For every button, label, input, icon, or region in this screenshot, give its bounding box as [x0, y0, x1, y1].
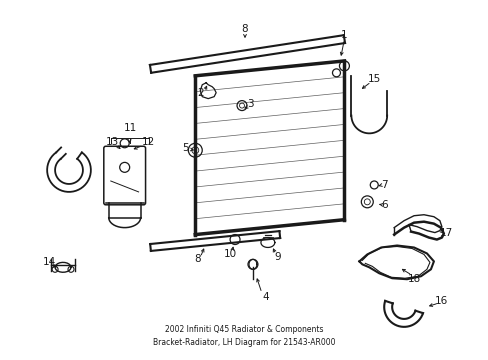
Text: 14: 14	[42, 257, 56, 267]
Text: 13: 13	[106, 137, 119, 147]
Text: 1: 1	[341, 30, 347, 40]
Text: 7: 7	[380, 180, 386, 190]
Text: 2002 Infiniti Q45 Radiator & Components
Bracket-Radiator, LH Diagram for 21543-A: 2002 Infiniti Q45 Radiator & Components …	[152, 325, 335, 347]
Text: 16: 16	[434, 296, 447, 306]
Text: 8: 8	[241, 24, 248, 34]
Text: 17: 17	[439, 228, 452, 238]
Text: 3: 3	[246, 99, 253, 109]
Text: 5: 5	[182, 143, 188, 153]
Text: 8: 8	[194, 255, 200, 264]
Text: 18: 18	[407, 274, 420, 284]
Text: 11: 11	[124, 123, 137, 134]
Text: 4: 4	[262, 292, 268, 302]
Text: 6: 6	[380, 200, 386, 210]
Text: 15: 15	[367, 74, 380, 84]
Text: 2: 2	[197, 88, 203, 98]
Text: 10: 10	[223, 249, 236, 260]
Text: 12: 12	[142, 137, 155, 147]
Text: 9: 9	[274, 252, 281, 262]
